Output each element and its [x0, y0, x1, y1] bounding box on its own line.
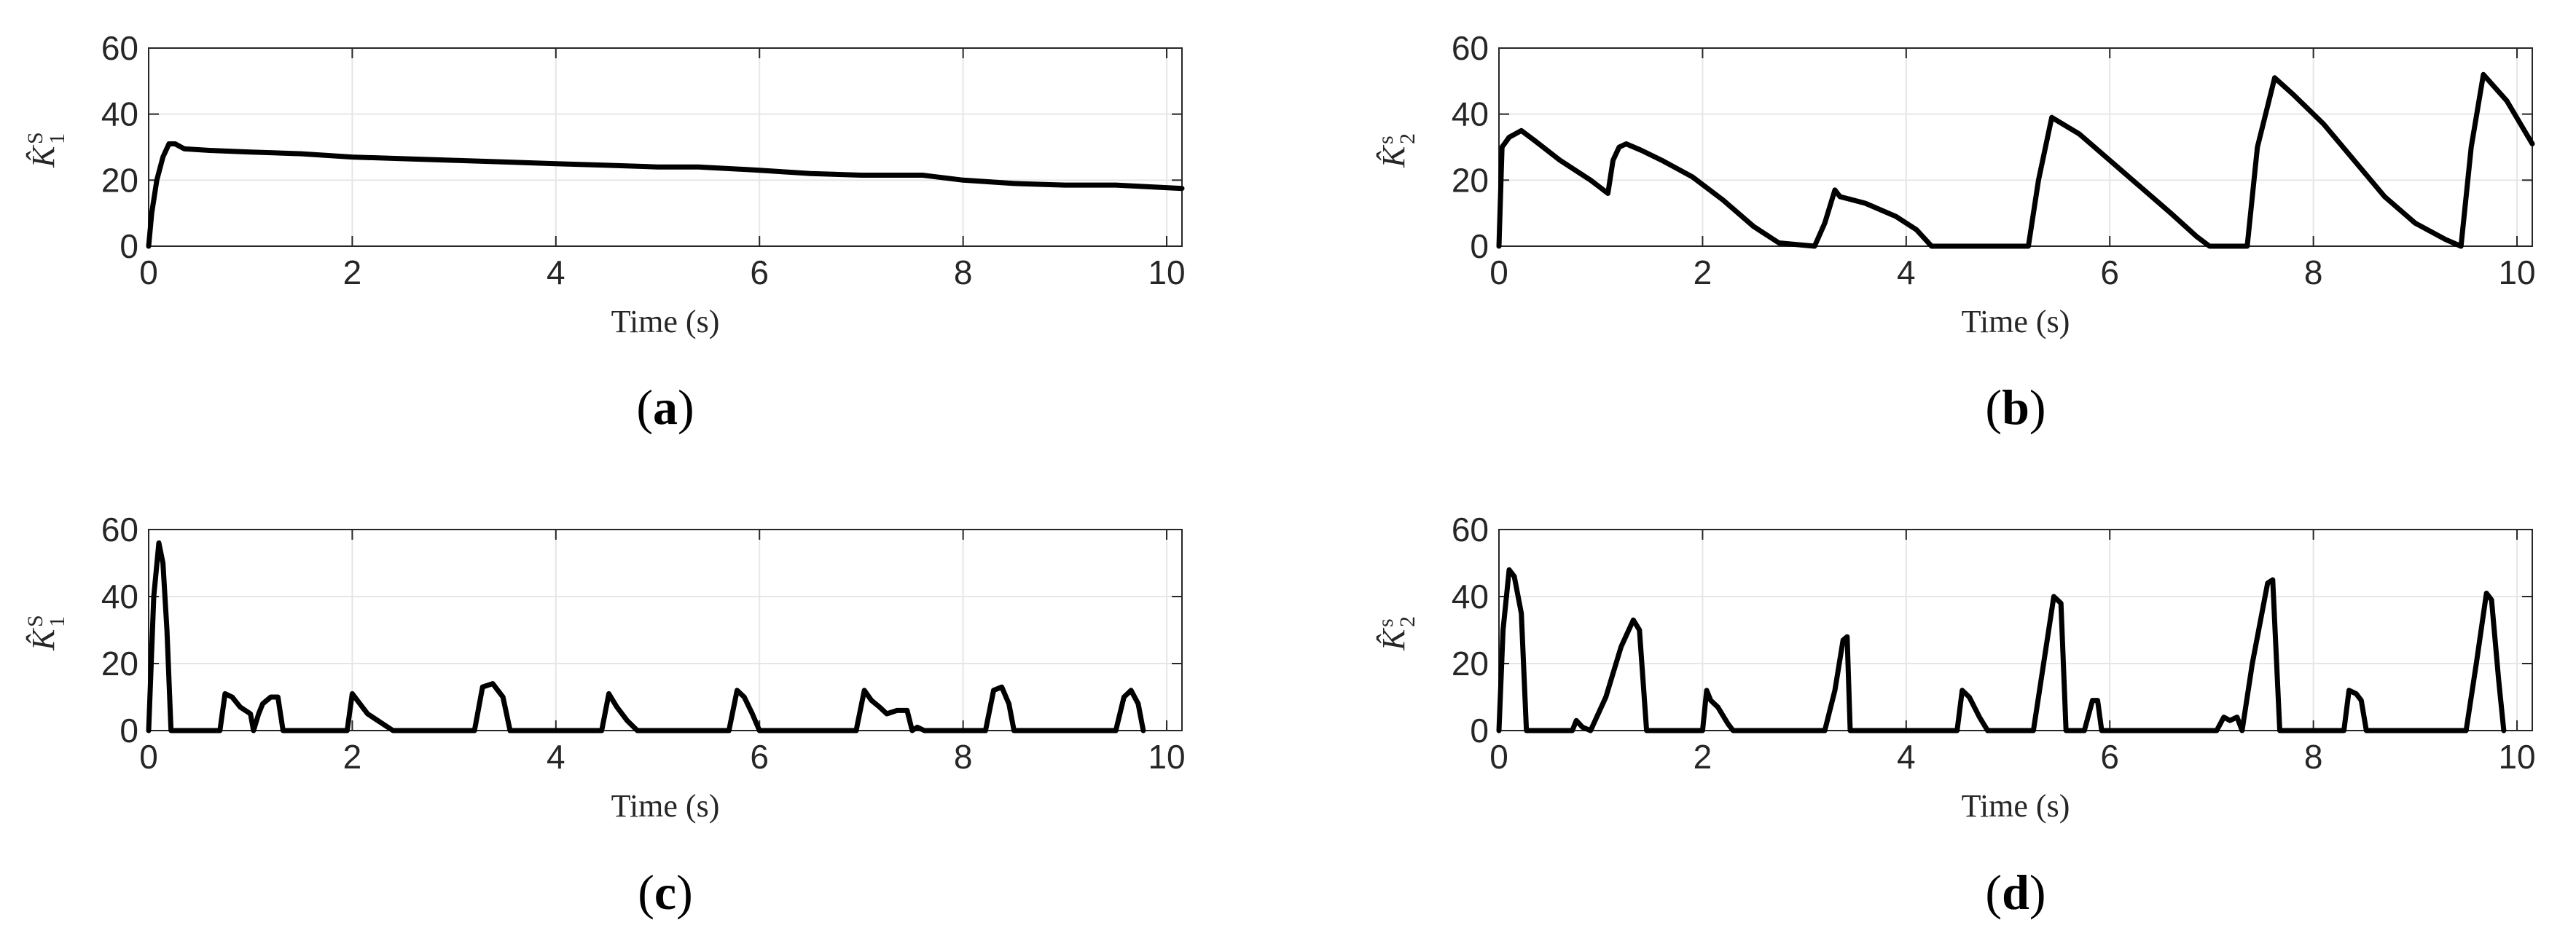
y-axis-label-sub: 1 [45, 133, 69, 144]
y-tick-label: 0 [1470, 712, 1489, 750]
axes-box [1498, 47, 2533, 247]
x-tick-label: 6 [750, 253, 769, 291]
y-tick-label: 60 [101, 511, 138, 548]
x-tick-label: 8 [2304, 253, 2323, 291]
y-tick-label: 20 [101, 161, 138, 199]
panel-label: (d) [1985, 865, 2045, 920]
x-tick-label: 2 [343, 738, 362, 776]
series-line [146, 540, 1146, 733]
y-axis-label-main: K̂ [26, 627, 61, 651]
y-axis-label-sup: s [1374, 135, 1398, 144]
axes-box [148, 529, 1183, 731]
x-axis-label: Time (s) [611, 304, 720, 339]
y-axis-label: K̂s2 [1374, 133, 1420, 168]
x-tick-label: 0 [1489, 253, 1508, 291]
x-tick-label: 6 [2100, 253, 2119, 291]
axes-box [1498, 529, 2533, 731]
x-axis-label: Time (s) [1962, 788, 2070, 824]
y-axis-label: K̂S1 [23, 132, 69, 168]
series-line [1496, 567, 2507, 733]
y-axis-label-main: K̂ [26, 144, 61, 168]
x-tick-label: 0 [139, 738, 158, 776]
panel-a: 0 2 4 6 8 10 0 20 40 60 Time (s) K̂S1 (a) [23, 29, 1186, 435]
x-tick-label: 4 [547, 253, 565, 291]
panel-c: 0 2 4 6 8 10 0 20 40 60 Time (s) K̂S1 (c) [23, 511, 1186, 920]
x-tick-label: 2 [343, 253, 362, 291]
series-line [1496, 71, 2535, 249]
x-tick-label: 6 [2100, 738, 2119, 776]
y-axis-label-sub: 1 [45, 616, 69, 627]
x-tick-label: 8 [954, 738, 973, 776]
x-tick-label: 4 [1897, 738, 1916, 776]
x-tick-label: 10 [2498, 253, 2535, 291]
y-axis-label-sup: s [1374, 618, 1398, 627]
x-tick-label: 10 [2498, 738, 2535, 776]
x-tick-label: 0 [139, 253, 158, 291]
x-tick-label: 8 [2304, 738, 2323, 776]
y-tick-label: 0 [120, 227, 138, 265]
y-axis-label-main: K̂ [1376, 144, 1412, 168]
x-tick-label: 0 [1489, 738, 1508, 776]
x-tick-label: 6 [750, 738, 769, 776]
y-axis-label-main: K̂ [1376, 627, 1412, 651]
x-axis-label: Time (s) [1962, 304, 2070, 339]
panel-label: (c) [638, 865, 693, 920]
y-tick-label: 40 [1452, 95, 1489, 133]
y-tick-label: 60 [1452, 29, 1489, 67]
y-tick-label: 40 [1452, 578, 1489, 615]
y-tick-label: 20 [1452, 645, 1489, 682]
x-tick-label: 10 [1148, 738, 1185, 776]
y-axis-label-sup: S [23, 132, 47, 144]
x-tick-label: 2 [1694, 738, 1712, 776]
y-tick-label: 20 [1452, 161, 1489, 199]
y-tick-label: 40 [101, 578, 138, 615]
panel-label: (a) [636, 379, 694, 435]
y-tick-label: 40 [101, 95, 138, 133]
panel-label: (b) [1985, 379, 2045, 435]
y-tick-label: 0 [120, 712, 138, 750]
y-tick-label: 60 [101, 29, 138, 67]
y-tick-label: 20 [101, 645, 138, 682]
y-axis-label: K̂S1 [23, 615, 69, 651]
y-axis-label-sub: 2 [1395, 133, 1420, 144]
y-tick-label: 60 [1452, 511, 1489, 548]
x-tick-label: 4 [547, 738, 565, 776]
x-tick-label: 2 [1694, 253, 1712, 291]
x-tick-label: 4 [1897, 253, 1916, 291]
series-line [146, 141, 1185, 249]
axes-box [148, 47, 1183, 247]
y-axis-label: K̂s2 [1374, 616, 1420, 651]
x-tick-label: 10 [1148, 253, 1185, 291]
x-tick-label: 8 [954, 253, 973, 291]
x-axis-label: Time (s) [611, 788, 720, 824]
y-axis-label-sup: S [23, 615, 47, 627]
y-tick-label: 0 [1470, 227, 1489, 265]
y-axis-label-sub: 2 [1395, 616, 1420, 627]
